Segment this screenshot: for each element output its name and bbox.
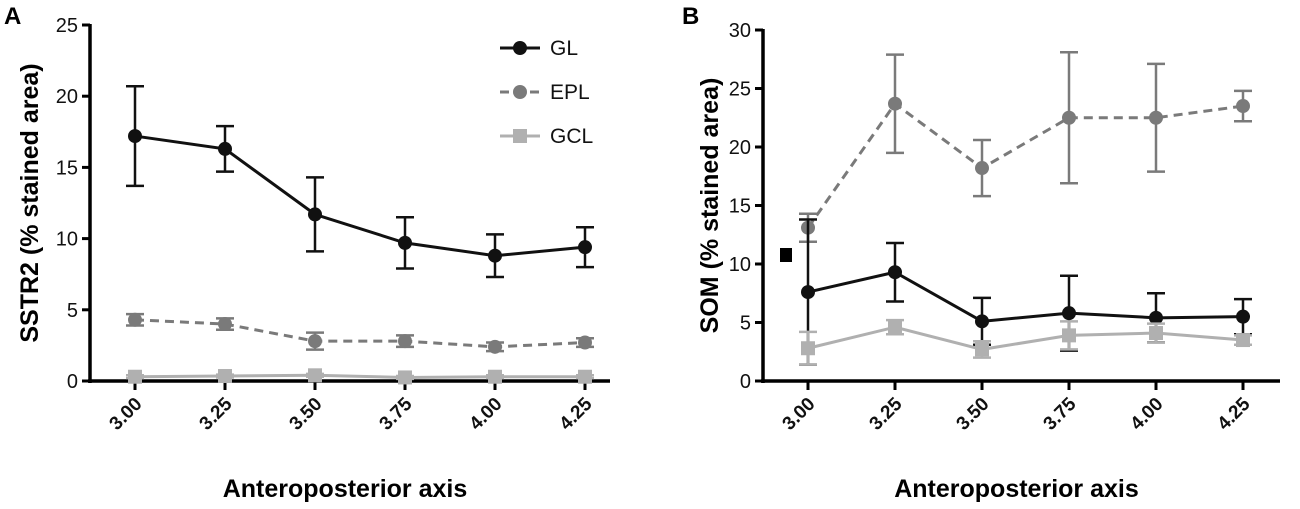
data-point-epl	[128, 312, 142, 327]
x-tick-label: 4.25	[556, 393, 597, 434]
x-tick-label: 3.00	[779, 394, 820, 435]
data-point-epl	[975, 161, 989, 176]
legend-label-gl: GL	[550, 37, 578, 60]
data-point-epl	[578, 335, 592, 350]
panel-letter: B	[682, 3, 699, 30]
data-point-epl	[308, 334, 322, 349]
data-point-gcl	[578, 369, 592, 384]
legend-label-gcl: GCL	[550, 125, 593, 148]
y-tick-label: 5	[67, 300, 78, 322]
series-gcl	[799, 318, 1252, 366]
data-point-gcl	[1236, 333, 1250, 348]
data-point-gl	[308, 207, 322, 222]
data-point-epl	[218, 317, 232, 332]
x-tick-label: 3.25	[196, 393, 237, 434]
legend-label-epl: EPL	[550, 81, 590, 104]
y-tick-label: 25	[729, 79, 751, 101]
x-tick-label: 3.50	[286, 394, 327, 435]
x-axis-title: Anteroposterior axis	[894, 475, 1139, 503]
series-epl	[126, 312, 594, 354]
data-point-gl	[1149, 310, 1163, 325]
legend-item-gcl: GCL	[500, 125, 593, 148]
data-point-gl	[488, 248, 502, 263]
series-epl	[799, 50, 1252, 244]
data-point-gl	[128, 129, 142, 144]
y-tick-label: 5	[740, 313, 751, 335]
panel-letter: A	[4, 3, 21, 30]
series-line-epl	[806, 101, 1244, 229]
x-tick-label: 3.25	[866, 393, 907, 434]
series-gl	[126, 84, 594, 279]
data-point-gcl	[218, 369, 232, 384]
x-tick-label: 3.50	[953, 394, 994, 435]
data-point-gl	[1236, 309, 1250, 324]
x-tick-label: 4.00	[466, 394, 507, 435]
data-point-gl	[801, 285, 815, 300]
y-tick-label: 10	[729, 254, 751, 276]
data-point-gcl	[128, 369, 142, 384]
data-point-gcl	[488, 369, 502, 384]
data-point-epl	[1236, 99, 1250, 114]
data-point-gcl	[888, 320, 902, 335]
y-tick-label: 15	[56, 157, 78, 179]
y-tick-label: 0	[740, 371, 751, 393]
data-point-epl	[488, 339, 502, 354]
data-point-epl	[398, 334, 412, 349]
data-point-gcl	[1062, 328, 1076, 343]
x-tick-label: 3.75	[376, 393, 417, 434]
data-point-epl	[888, 96, 902, 111]
x-tick-label: 3.75	[1040, 393, 1081, 434]
legend-item-epl: EPL	[500, 81, 590, 104]
x-tick-label: 4.25	[1214, 393, 1255, 434]
x-tick-label: 3.00	[106, 394, 147, 435]
series-line-gcl	[134, 373, 585, 379]
data-point-gcl	[975, 342, 989, 357]
y-tick-label: 20	[729, 137, 751, 159]
data-point-gcl	[801, 341, 815, 356]
y-axis-title: SOM (% stained area)	[696, 78, 724, 334]
data-point-gcl	[308, 368, 322, 383]
data-point-gl	[888, 265, 902, 280]
y-tick-label: 25	[56, 15, 78, 37]
data-point-gl	[1062, 306, 1076, 321]
data-point-gl	[398, 235, 412, 250]
x-tick-label: 4.00	[1127, 394, 1168, 435]
data-point-gcl	[398, 370, 412, 385]
data-point-gl	[578, 240, 592, 255]
panel-b: B 0 5 10 15 20 25 30 3.00 3.25 3.50 3.75 4.00 4.25 Ant…	[682, 3, 1280, 503]
legend-item-gl: GL	[500, 37, 578, 60]
series-line-gl	[134, 134, 586, 258]
series-gcl	[126, 368, 594, 385]
data-point-gcl	[1149, 326, 1163, 341]
y-tick-label: 15	[729, 196, 751, 218]
data-point-gl	[975, 314, 989, 329]
panel-a: A 0 5 10 15 20 25 3.00 3.25 3.50 3.75 4.00 4.25 Anter…	[4, 3, 610, 503]
series-line-gl	[807, 270, 1244, 323]
annotation-marker	[780, 248, 792, 262]
y-tick-label: 10	[56, 229, 78, 251]
series-line-gcl	[807, 325, 1244, 351]
series-line-epl	[134, 318, 586, 349]
y-tick-label: 20	[56, 86, 78, 108]
y-tick-label: 0	[67, 371, 78, 393]
legend-marker-epl	[513, 85, 527, 99]
legend-marker-gcl	[513, 129, 527, 143]
data-point-epl	[1062, 110, 1076, 125]
y-axis-title: SSTR2 (% stained area)	[16, 63, 44, 342]
legend-marker-gl	[513, 41, 527, 55]
y-tick-label: 30	[729, 20, 751, 42]
data-point-gl	[218, 141, 232, 156]
data-point-epl	[1149, 110, 1163, 125]
x-axis-title: Anteroposterior axis	[223, 475, 468, 503]
